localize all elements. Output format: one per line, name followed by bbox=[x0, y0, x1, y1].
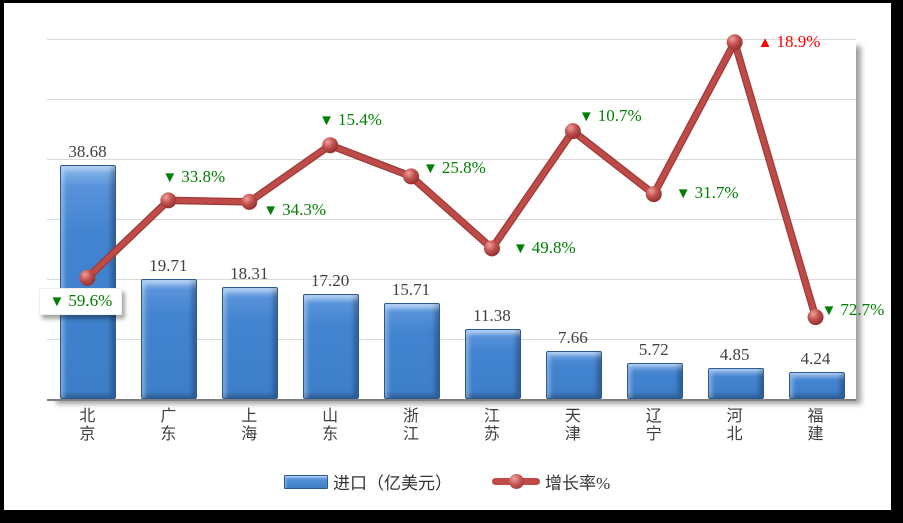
down-triangle-icon: ▼ bbox=[423, 161, 438, 178]
bar-天津[interactable] bbox=[545, 351, 602, 399]
gridline bbox=[47, 99, 856, 100]
growth-label-text: 25.8% bbox=[441, 158, 486, 178]
growth-label-text: 10.7% bbox=[597, 106, 642, 126]
legend: 进口（亿美元） 增长率% bbox=[284, 469, 610, 494]
bar-山东[interactable] bbox=[303, 293, 360, 399]
bar-辽宁[interactable] bbox=[626, 362, 683, 399]
growth-label-text: 72.7% bbox=[840, 300, 885, 320]
bar-value-label: 5.72 bbox=[638, 339, 669, 359]
down-triangle-icon: ▼ bbox=[821, 303, 837, 320]
line-marker-天津[interactable] bbox=[564, 123, 581, 140]
growth-label-text: 49.8% bbox=[531, 238, 576, 258]
down-triangle-icon: ▼ bbox=[263, 202, 279, 219]
bar-河北[interactable] bbox=[707, 367, 764, 399]
growth-label-北京: ▼ 59.6% bbox=[39, 287, 123, 315]
line-marker-浙江[interactable] bbox=[403, 168, 420, 185]
down-triangle-icon: ▼ bbox=[162, 170, 178, 187]
growth-label-text: 59.6% bbox=[68, 290, 113, 310]
bar-value-label: 4.24 bbox=[800, 348, 831, 368]
growth-label-天津: ▼ 10.7% bbox=[579, 106, 642, 127]
growth-label-text: 34.3% bbox=[282, 199, 327, 219]
line-marker-江苏[interactable] bbox=[483, 240, 500, 257]
legend-label-imports: 进口（亿美元） bbox=[333, 474, 452, 493]
bar-江苏[interactable] bbox=[464, 328, 521, 399]
gridline bbox=[47, 159, 856, 160]
bar-value-label: 4.85 bbox=[719, 344, 750, 364]
bar-value-label: 11.38 bbox=[473, 305, 511, 325]
bar-广东[interactable] bbox=[141, 278, 198, 399]
bar-value-label: 38.68 bbox=[68, 141, 107, 161]
category-label-北京: 北 京 bbox=[79, 408, 96, 443]
legend-label-growth: 增长率% bbox=[545, 474, 611, 493]
gridline bbox=[47, 39, 856, 40]
growth-line bbox=[85, 39, 819, 320]
bar-value-label: 17.20 bbox=[311, 270, 350, 290]
gridline bbox=[47, 339, 856, 340]
gridline bbox=[47, 279, 856, 280]
growth-label-福建: ▼ 72.7% bbox=[822, 300, 885, 321]
growth-label-江苏: ▼ 49.8% bbox=[513, 238, 576, 259]
down-triangle-icon: ▼ bbox=[675, 186, 691, 203]
chart-canvas: 38.68 19.71 18.31 17.20 15.71 11.38 7.66 5.72 4.… bbox=[4, 3, 891, 510]
up-triangle-icon: ▲ bbox=[757, 35, 773, 52]
category-label-福建: 福 建 bbox=[807, 408, 824, 443]
category-label-天津: 天 津 bbox=[564, 408, 581, 443]
bar-series-swatch-icon bbox=[284, 474, 328, 489]
bar-value-label: 7.66 bbox=[557, 328, 588, 348]
line-series-swatch-icon bbox=[492, 474, 540, 489]
bar-上海[interactable] bbox=[222, 287, 279, 399]
down-triangle-icon: ▼ bbox=[512, 241, 528, 258]
line-marker-广东[interactable] bbox=[160, 192, 177, 209]
plot-area: 38.68 19.71 18.31 17.20 15.71 11.38 7.66 5.72 4.… bbox=[39, 32, 884, 401]
category-label-广东: 广 东 bbox=[160, 408, 177, 443]
growth-line-chart bbox=[79, 34, 824, 326]
growth-label-广东: ▼ 33.8% bbox=[162, 167, 225, 188]
bar-value-label: 19.71 bbox=[149, 255, 188, 275]
growth-label-text: 18.9% bbox=[776, 32, 821, 52]
growth-label-text: 33.8% bbox=[181, 167, 226, 187]
line-marker-北京[interactable] bbox=[79, 269, 96, 286]
line-marker-福建[interactable] bbox=[807, 309, 824, 326]
growth-label-text: 31.7% bbox=[694, 183, 739, 203]
line-marker-上海[interactable] bbox=[241, 193, 258, 210]
category-label-辽宁: 辽 宁 bbox=[645, 408, 662, 443]
down-triangle-icon: ▼ bbox=[319, 113, 334, 130]
bar-value-label: 15.71 bbox=[391, 279, 431, 299]
category-label-河北: 河 北 bbox=[726, 408, 743, 443]
bar-浙江[interactable] bbox=[384, 302, 441, 399]
growth-label-辽宁: ▼ 31.7% bbox=[676, 183, 739, 204]
growth-label-浙江: ▼ 25.8% bbox=[423, 158, 486, 179]
growth-label-上海: ▼ 34.3% bbox=[263, 200, 326, 221]
growth-label-河北: ▲ 18.9% bbox=[758, 32, 821, 53]
bar-福建[interactable] bbox=[788, 371, 845, 399]
line-marker-河北[interactable] bbox=[726, 34, 743, 51]
growth-label-text: 15.4% bbox=[338, 110, 382, 130]
line-marker-山东[interactable] bbox=[322, 137, 339, 154]
down-triangle-icon: ▼ bbox=[49, 293, 65, 310]
line-marker-辽宁[interactable] bbox=[645, 186, 662, 203]
category-label-江苏: 江 苏 bbox=[483, 408, 500, 443]
gridline bbox=[47, 219, 856, 220]
bar-value-label: 18.31 bbox=[230, 264, 269, 284]
legend-item-imports[interactable]: 进口（亿美元） bbox=[284, 469, 452, 494]
category-label-浙江: 浙 江 bbox=[403, 408, 420, 443]
category-label-上海: 上 海 bbox=[241, 408, 258, 443]
legend-item-growth[interactable]: 增长率% bbox=[492, 469, 610, 494]
line-marker-icon bbox=[508, 474, 524, 489]
growth-label-山东: ▼ 15.4% bbox=[319, 110, 382, 131]
down-triangle-icon: ▼ bbox=[578, 109, 594, 126]
category-label-山东: 山 东 bbox=[322, 408, 339, 443]
category-axis: 北 京广 东上 海山 东浙 江江 苏天 津辽 宁河 北福 建 bbox=[47, 408, 856, 464]
